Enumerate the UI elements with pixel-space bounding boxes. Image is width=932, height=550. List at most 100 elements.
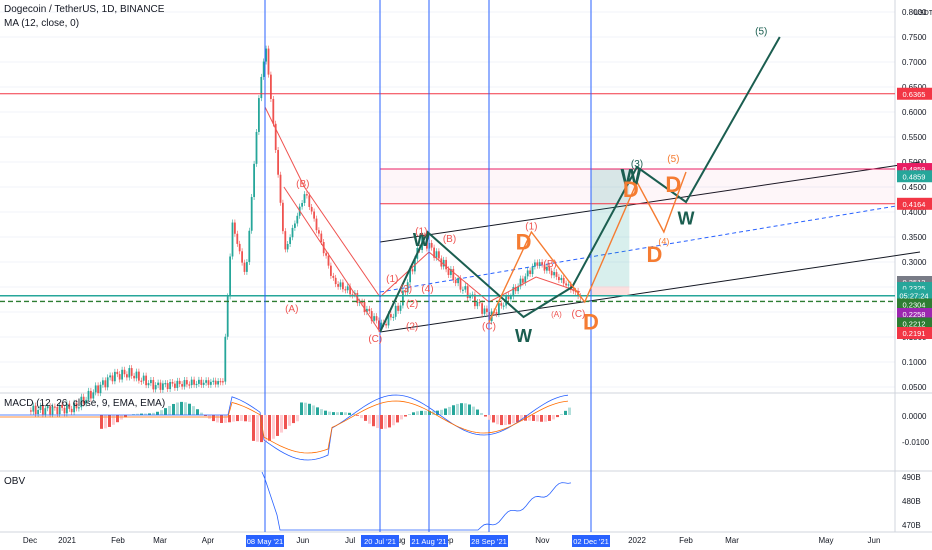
macd-histogram-bar xyxy=(212,415,215,422)
candle xyxy=(260,76,263,99)
y-tick-label: 0.6000 xyxy=(902,108,927,117)
macd-histogram-bar xyxy=(144,413,147,415)
price-badge-label: 0.2304 xyxy=(903,301,926,310)
macd-histogram-bar xyxy=(172,403,175,415)
price-badges: 0.63650.48590.48590.41640.25120.232505:2… xyxy=(897,87,932,339)
candle xyxy=(339,282,342,287)
candle xyxy=(183,380,186,387)
date-badge xyxy=(410,535,448,547)
date-badge-label: 21 Aug '21 xyxy=(411,537,446,546)
price-badge-label: 05:27:24 xyxy=(899,292,928,301)
macd-pane xyxy=(0,394,571,461)
macd-line xyxy=(0,394,569,461)
macd-histogram-bar xyxy=(556,415,559,418)
macd-histogram-bar xyxy=(504,415,507,426)
candle xyxy=(452,268,455,281)
macd-histogram-bar xyxy=(512,415,515,424)
macd-histogram-bar xyxy=(320,409,323,415)
y-tick-label: 0.0500 xyxy=(902,383,927,392)
candle xyxy=(558,276,560,281)
macd-histogram-bar xyxy=(552,415,555,420)
date-badge-label: 20 Jul '21 xyxy=(364,537,396,546)
candle xyxy=(178,380,181,385)
candle xyxy=(193,379,195,385)
candle xyxy=(510,296,512,300)
candle xyxy=(555,272,558,277)
candle xyxy=(63,407,66,414)
candle xyxy=(138,371,140,381)
wave-label: (4) xyxy=(421,284,433,295)
y-tick-label: 0.3500 xyxy=(902,233,927,242)
candle xyxy=(90,390,92,399)
primary-wave-path xyxy=(379,36,781,333)
candle xyxy=(123,369,126,375)
macd-histogram-bar xyxy=(472,406,475,415)
candle xyxy=(102,380,104,385)
wave-label: (A) xyxy=(285,304,298,315)
candle xyxy=(289,237,291,244)
candle xyxy=(454,280,457,284)
date-badge xyxy=(361,535,399,547)
candle xyxy=(284,231,287,250)
wave-label: (B) xyxy=(296,179,309,190)
y-tick-label: 0.3000 xyxy=(902,258,927,267)
macd-histogram-bar xyxy=(380,415,383,429)
candle xyxy=(236,233,239,244)
candle xyxy=(205,380,207,383)
macd-histogram-bar xyxy=(264,415,267,442)
candle xyxy=(514,287,517,292)
y-tick-label: 0.5000 xyxy=(902,158,927,167)
candle xyxy=(330,265,332,276)
candle xyxy=(37,409,39,415)
candle xyxy=(267,48,270,75)
candle xyxy=(188,384,191,386)
date-badge-label: 28 Sep '21 xyxy=(471,537,507,546)
price-badge xyxy=(897,87,932,100)
candle xyxy=(507,295,510,300)
obv-indicator-label: OBV xyxy=(4,476,26,487)
macd-histogram-bar xyxy=(428,410,431,415)
channel-midline xyxy=(379,201,921,293)
candle xyxy=(169,381,171,390)
candle xyxy=(373,316,375,321)
candle xyxy=(121,369,123,380)
macd-histogram-bar xyxy=(308,403,311,415)
date-badge xyxy=(572,535,610,547)
macd-histogram-bar xyxy=(236,415,239,422)
macd-histogram-bar xyxy=(168,405,171,415)
candle xyxy=(438,251,440,259)
candle xyxy=(572,289,575,292)
macd-histogram-bar xyxy=(332,412,335,415)
candle xyxy=(349,286,351,295)
x-tick-label: Mar xyxy=(725,536,739,545)
macd-histogram-bar xyxy=(436,410,439,415)
wave-label: D xyxy=(516,230,532,255)
candle xyxy=(174,383,176,388)
candle xyxy=(222,381,224,383)
candle xyxy=(404,290,407,293)
candle xyxy=(565,283,567,286)
candle xyxy=(217,381,219,385)
macd-histogram-bar xyxy=(452,405,455,415)
wave-label: W xyxy=(413,230,430,250)
candle xyxy=(51,406,54,415)
macd-histogram-bar xyxy=(200,412,203,415)
candle xyxy=(344,289,347,291)
wave-label: (4) xyxy=(658,237,669,247)
price-badge xyxy=(897,327,932,339)
macd-histogram-bar xyxy=(536,415,539,422)
macd-histogram-bar xyxy=(396,415,399,423)
macd-histogram-bar xyxy=(448,406,451,415)
wave-label: (A) xyxy=(551,310,562,319)
candle xyxy=(85,399,87,404)
candle xyxy=(327,255,330,266)
x-tick-label: 2021 xyxy=(58,536,76,545)
candle xyxy=(306,194,308,196)
candle xyxy=(255,131,258,164)
date-badges: 08 May '21 20 Jul '21 21 Aug '21 28 Sep '21… xyxy=(246,535,610,547)
price-channel xyxy=(379,161,921,333)
candle xyxy=(457,278,459,284)
candle xyxy=(442,259,445,267)
candle xyxy=(462,289,464,291)
